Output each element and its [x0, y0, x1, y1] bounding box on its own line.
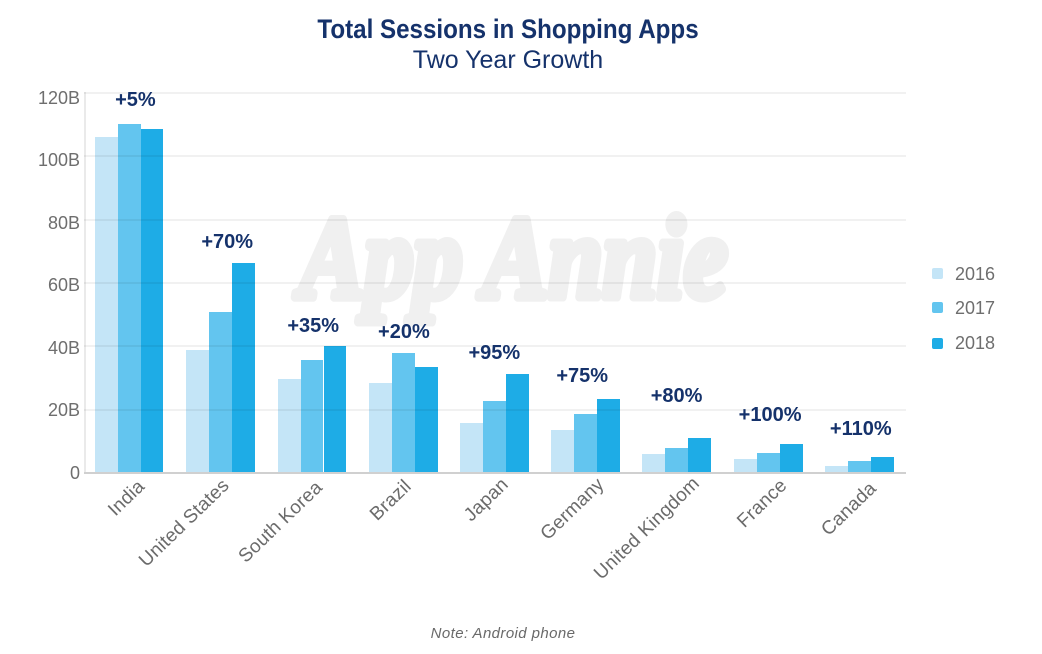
svg-text:App Annie: App Annie: [294, 192, 728, 323]
